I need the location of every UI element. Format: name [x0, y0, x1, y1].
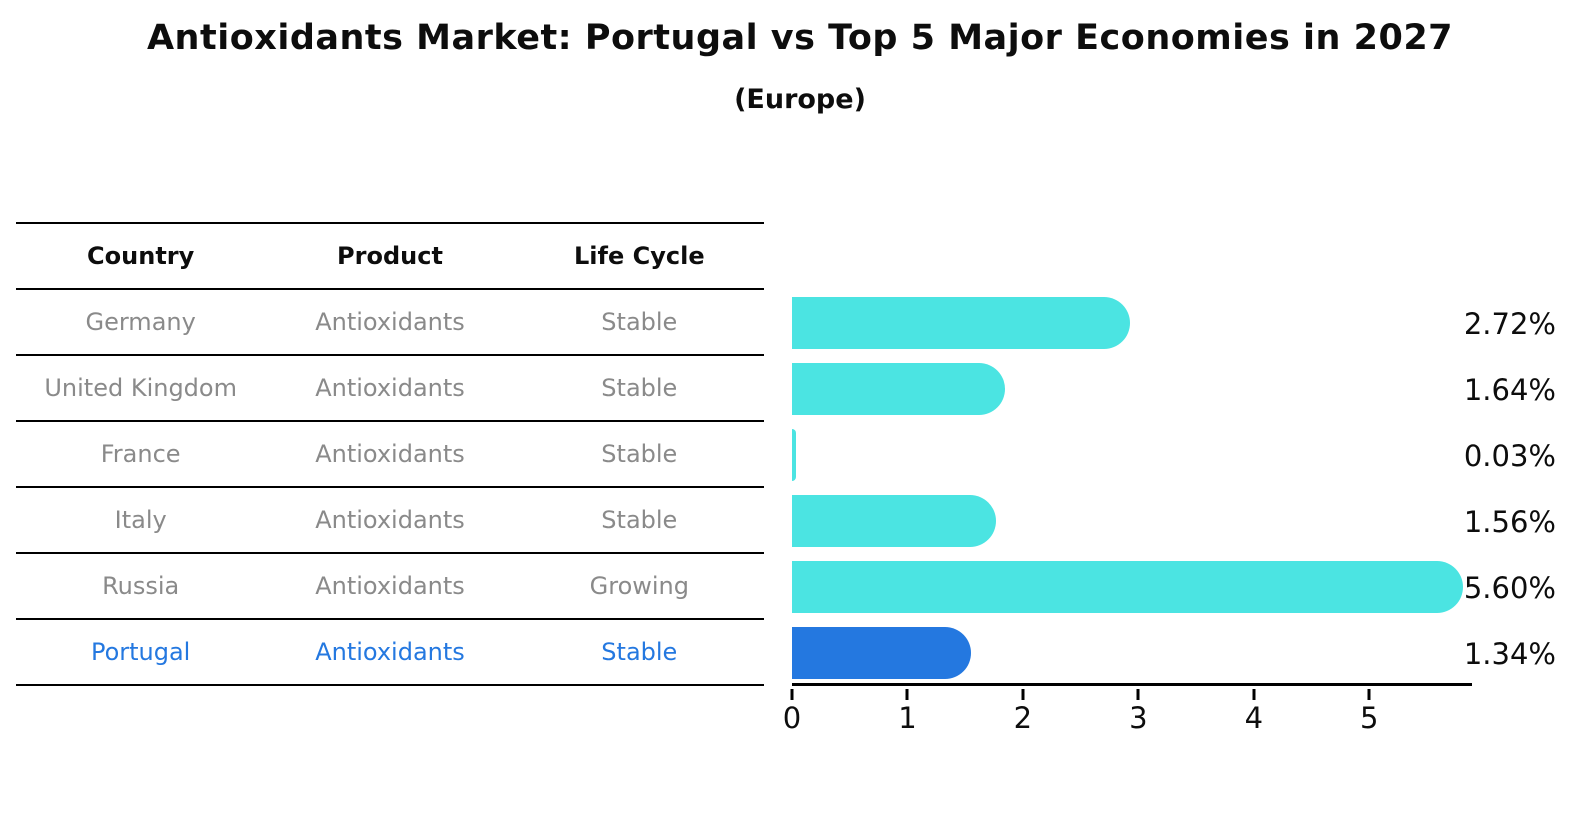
bar-row: [792, 488, 1472, 554]
table-header-product: Product: [337, 242, 443, 270]
table-header-country: Country: [87, 242, 195, 270]
table-cell-life-cycle: Growing: [589, 572, 689, 600]
table-row: Germany Antioxidants Stable: [16, 290, 764, 356]
table-row: Italy Antioxidants Stable: [16, 488, 764, 554]
table-cell-country: Italy: [114, 506, 167, 534]
value-label: 1.34%: [1463, 637, 1556, 671]
bar-row: [792, 620, 1472, 686]
table-cell-product: Antioxidants: [315, 572, 465, 600]
table-cell-product: Antioxidants: [315, 440, 465, 468]
table-row: United Kingdom Antioxidants Stable: [16, 356, 764, 422]
bar-france: [792, 429, 796, 481]
chart-subtitle: (Europe): [734, 84, 866, 115]
table-row: Russia Antioxidants Growing: [16, 554, 764, 620]
x-tick-label: 5: [1360, 701, 1379, 735]
table-cell-product: Antioxidants: [315, 308, 465, 336]
x-tick-mark: [1252, 689, 1256, 700]
x-tick-label: 3: [1129, 701, 1148, 735]
value-labels: 2.72% 1.64% 0.03% 1.56% 5.60% 1.34%: [1446, 290, 1556, 686]
table-cell-country: Russia: [102, 572, 180, 600]
bar-italy: [792, 495, 997, 547]
table-cell-life-cycle: Stable: [601, 506, 678, 534]
table-cell-life-cycle: Stable: [601, 308, 678, 336]
x-tick-label: 2: [1013, 701, 1033, 735]
table-cell-life-cycle: Stable: [601, 440, 678, 468]
table-header-life-cycle: Life Cycle: [574, 242, 705, 270]
table-row: Portugal Antioxidants Stable: [16, 620, 764, 686]
bar-row: [792, 554, 1472, 620]
table-cell-life-cycle: Stable: [601, 638, 678, 666]
table-row: France Antioxidants Stable: [16, 422, 764, 488]
x-tick-mark: [1367, 689, 1371, 700]
table-cell-life-cycle: Stable: [601, 374, 678, 402]
value-label: 0.03%: [1463, 439, 1556, 473]
value-label: 1.56%: [1463, 505, 1556, 539]
value-label: 1.64%: [1463, 373, 1556, 407]
x-axis: 0 1 2 3 4 5: [783, 689, 1472, 739]
value-label: 2.72%: [1463, 307, 1556, 341]
chart-title: Antioxidants Market: Portugal vs Top 5 M…: [146, 18, 1454, 58]
table-header-row: Country Product Life Cycle: [16, 222, 764, 290]
x-tick-label: 4: [1244, 701, 1264, 735]
x-tick-label: 0: [782, 701, 802, 735]
table-cell-product: Antioxidants: [315, 374, 465, 402]
bar-united-kingdom: [792, 363, 1006, 415]
bar-russia: [792, 561, 1463, 613]
table-cell-country: United Kingdom: [44, 374, 237, 402]
x-tick-mark: [790, 689, 794, 700]
x-tick-mark: [1021, 689, 1025, 700]
bar-row: [792, 290, 1472, 356]
table-cell-country: France: [100, 440, 181, 468]
table-cell-product: Antioxidants: [315, 506, 465, 534]
x-tick-label: 1: [898, 701, 917, 735]
table-cell-country: Germany: [85, 308, 196, 336]
bar-row: [792, 422, 1472, 488]
table-cell-product: Antioxidants: [315, 638, 465, 666]
x-tick-mark: [1136, 689, 1140, 700]
bar-portugal: [792, 627, 971, 679]
bar-row: [792, 356, 1472, 422]
plot-area: [792, 290, 1472, 686]
bar-germany: [792, 297, 1131, 349]
x-tick-mark: [905, 689, 909, 700]
country-table: Country Product Life Cycle Germany Antiox…: [16, 222, 764, 686]
table-cell-country: Portugal: [90, 638, 191, 666]
table-body: Germany Antioxidants Stable United Kingdom A…: [16, 290, 764, 686]
value-label: 5.60%: [1463, 571, 1556, 605]
